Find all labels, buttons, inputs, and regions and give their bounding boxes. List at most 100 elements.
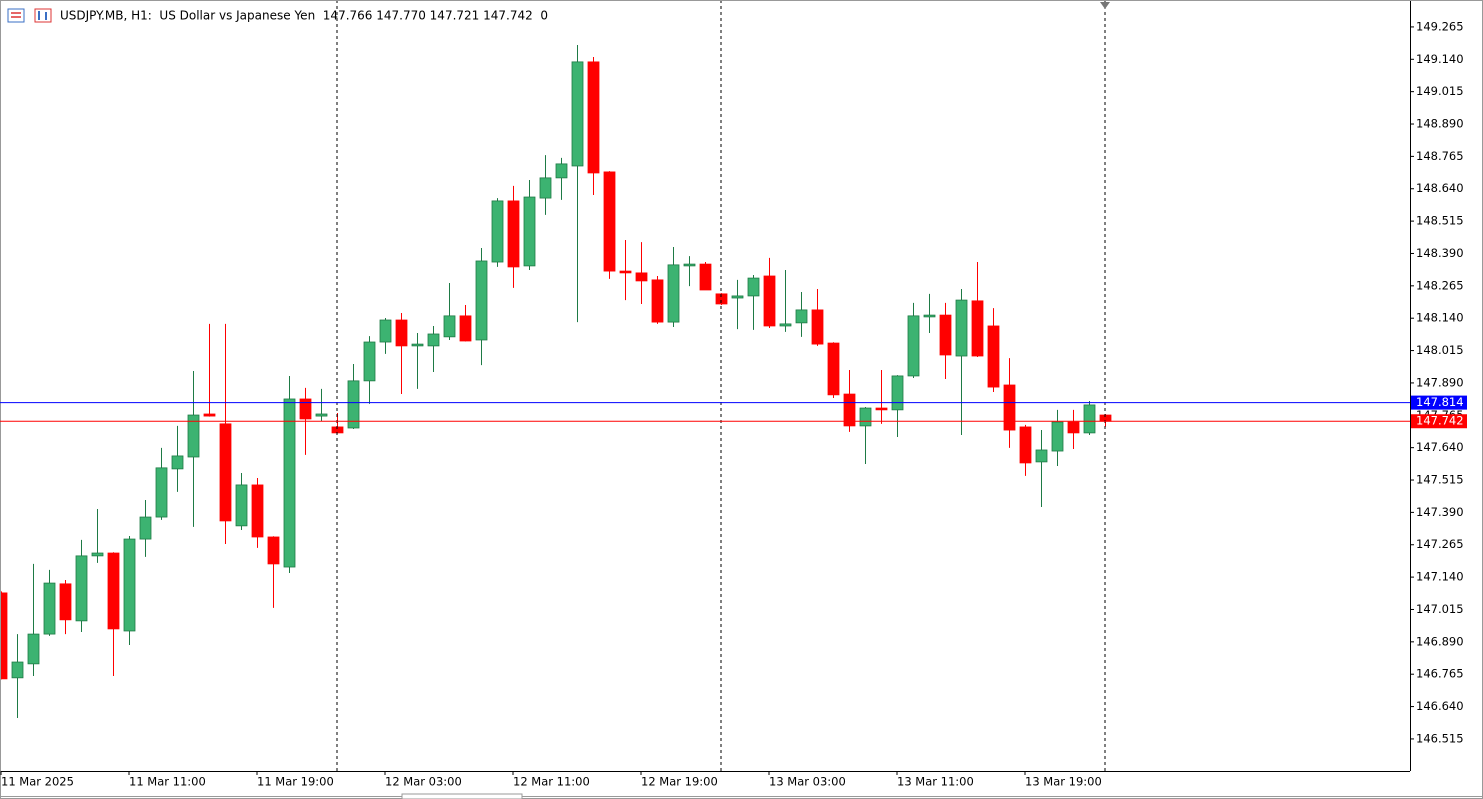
y-tick-label: 148.515 — [1416, 214, 1464, 228]
candle-body — [491, 200, 504, 263]
candle-body — [891, 375, 904, 411]
y-tick-label: 147.140 — [1416, 570, 1464, 584]
candle-body — [123, 538, 136, 632]
candle-body — [555, 163, 568, 179]
candle-body — [523, 196, 536, 267]
candle-body — [139, 516, 152, 540]
candle-body — [731, 295, 744, 299]
x-tick-label: 11 Mar 19:00 — [257, 775, 334, 789]
y-tick-label: 149.015 — [1416, 84, 1464, 98]
candle-body — [75, 555, 88, 622]
candle-body — [347, 380, 360, 429]
candle-body — [619, 270, 632, 274]
candle-body — [539, 177, 552, 199]
candle-body — [907, 315, 920, 377]
y-tick-label: 148.265 — [1416, 278, 1464, 292]
candle-body — [587, 61, 600, 174]
y-tick-label: 149.140 — [1416, 52, 1464, 66]
candle-body — [635, 272, 648, 282]
y-tick-label: 148.890 — [1416, 117, 1464, 131]
candle-body — [811, 309, 824, 345]
y-tick-label: 149.265 — [1416, 19, 1464, 33]
x-tick-label: 12 Mar 19:00 — [641, 775, 718, 789]
candle-body — [955, 299, 968, 357]
y-tick-label: 146.640 — [1416, 699, 1464, 713]
icon-frame — [34, 8, 52, 23]
x-tick-label: 13 Mar 19:00 — [1025, 775, 1102, 789]
candle-body — [843, 393, 856, 427]
candle-body — [827, 342, 840, 396]
candle-body — [603, 171, 616, 272]
candle-body — [283, 398, 296, 568]
y-tick-label: 147.390 — [1416, 505, 1464, 519]
candle-body — [379, 319, 392, 343]
chart-title: USDJPY.MB, H1: US Dollar vs Japanese Yen… — [60, 9, 548, 23]
candle-body — [315, 413, 328, 417]
candle-body — [11, 661, 24, 679]
price-label: 147.814 — [1416, 395, 1464, 409]
y-tick-label: 147.015 — [1416, 602, 1464, 616]
candle-body — [571, 61, 584, 167]
candle-body — [107, 552, 120, 630]
shift-marker — [1100, 2, 1110, 9]
candle-body — [939, 314, 952, 356]
candle-body — [59, 583, 72, 621]
candle-body — [459, 315, 472, 342]
y-tick-label: 146.765 — [1416, 667, 1464, 681]
y-tick-label: 148.140 — [1416, 311, 1464, 325]
y-tick-label: 148.390 — [1416, 246, 1464, 260]
candle-body — [27, 633, 40, 665]
x-tick-label: 13 Mar 11:00 — [897, 775, 974, 789]
candle-body — [363, 341, 376, 382]
candle-body — [171, 455, 184, 470]
candle-body — [683, 263, 696, 267]
candle-body — [667, 264, 680, 323]
candle-body — [1019, 426, 1032, 464]
candle-body — [1083, 404, 1096, 434]
x-tick-label: 11 Mar 11:00 — [129, 775, 206, 789]
x-tick-label: 12 Mar 03:00 — [385, 775, 462, 789]
candle-body — [1003, 384, 1016, 431]
candle-body — [0, 592, 8, 680]
icon-frame — [7, 8, 25, 23]
y-tick-label: 147.515 — [1416, 473, 1464, 487]
y-tick-label: 148.640 — [1416, 181, 1464, 195]
price-label-box — [1411, 414, 1467, 429]
plot-area — [0, 45, 1112, 718]
candle-body — [1051, 421, 1064, 452]
candle-body — [763, 275, 776, 327]
y-tick-label: 147.890 — [1416, 375, 1464, 389]
candle-body — [267, 536, 280, 565]
candle-body — [251, 484, 264, 538]
candle-body — [651, 279, 664, 323]
candle-body — [699, 263, 712, 291]
candle-body — [187, 414, 200, 458]
candle-body — [395, 319, 408, 347]
candle-body — [859, 407, 872, 427]
candle-body — [971, 300, 984, 357]
candle-body — [299, 398, 312, 420]
x-tick-label: 13 Mar 03:00 — [769, 775, 846, 789]
candle-body — [1035, 449, 1048, 463]
candle-body — [923, 314, 936, 318]
y-tick-label: 146.890 — [1416, 634, 1464, 648]
candle-body — [475, 260, 488, 341]
candle-body — [91, 552, 104, 557]
candle-body — [987, 325, 1000, 388]
y-tick-label: 148.015 — [1416, 343, 1464, 357]
candle-body — [155, 467, 168, 518]
x-tick-label: 11 Mar 2025 — [1, 775, 74, 789]
candle-body — [411, 343, 424, 347]
candle-body — [747, 277, 760, 297]
scroll-tab — [401, 793, 523, 799]
candle-body — [219, 423, 232, 522]
candle-body — [443, 315, 456, 338]
y-tick-label: 147.640 — [1416, 440, 1464, 454]
y-tick-label: 146.515 — [1416, 731, 1464, 745]
candle-body — [715, 293, 728, 305]
candle-body — [875, 407, 888, 411]
candle-body — [427, 333, 440, 347]
candle-body — [43, 582, 56, 635]
